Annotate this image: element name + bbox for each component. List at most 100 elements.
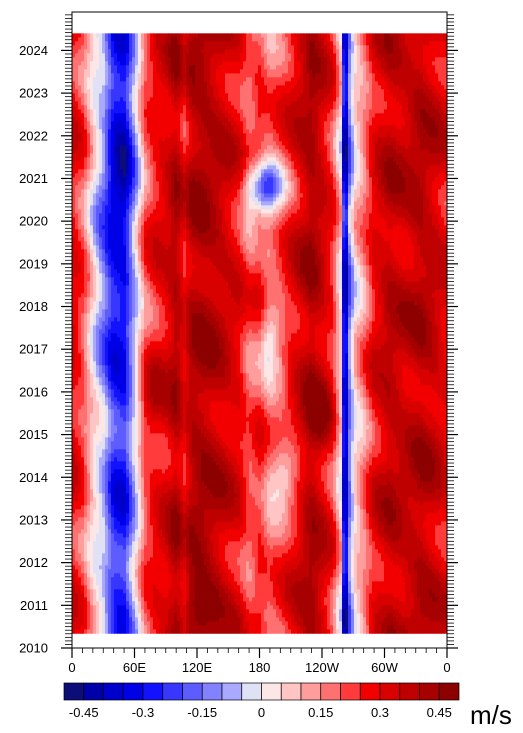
- contour-cell: [297, 85, 301, 90]
- contour-cell: [129, 89, 133, 94]
- contour-cell: [246, 121, 250, 126]
- contour-cell: [75, 137, 79, 142]
- contour-cell: [255, 37, 259, 42]
- contour-cell: [180, 165, 184, 170]
- contour-cell: [174, 89, 178, 94]
- contour-cell: [225, 149, 229, 154]
- contour-cell: [441, 133, 445, 138]
- contour-cell: [375, 81, 379, 86]
- contour-cell: [117, 109, 121, 114]
- contour-cell: [417, 85, 421, 90]
- contour-cell: [273, 81, 277, 86]
- contour-cell: [195, 33, 199, 38]
- contour-cell: [429, 101, 433, 106]
- contour-cell: [303, 93, 307, 98]
- contour-cell: [261, 77, 265, 82]
- contour-cell: [351, 33, 355, 38]
- contour-cell: [327, 137, 331, 142]
- contour-cell: [285, 121, 289, 126]
- contour-cell: [333, 185, 337, 190]
- contour-cell: [99, 65, 103, 70]
- contour-cell: [78, 89, 82, 94]
- contour-cell: [270, 129, 274, 134]
- contour-cell: [438, 69, 442, 74]
- contour-cell: [87, 141, 91, 146]
- contour-cell: [282, 81, 286, 86]
- contour-cell: [165, 149, 169, 154]
- contour-cell: [186, 109, 190, 114]
- contour-cell: [84, 77, 88, 82]
- contour-cell: [177, 81, 181, 86]
- contour-cell: [423, 137, 427, 142]
- contour-cell: [129, 185, 133, 190]
- contour-cell: [291, 45, 295, 50]
- contour-cell: [96, 133, 100, 138]
- contour-cell: [318, 49, 322, 54]
- contour-cell: [372, 53, 376, 58]
- contour-cell: [297, 45, 301, 50]
- contour-cell: [420, 133, 424, 138]
- contour-cell: [231, 105, 235, 110]
- contour-cell: [405, 73, 409, 78]
- contour-cell: [93, 53, 97, 58]
- contour-cell: [189, 41, 193, 46]
- contour-cell: [231, 169, 235, 174]
- contour-cell: [225, 137, 229, 142]
- contour-cell: [195, 121, 199, 126]
- contour-cell: [135, 73, 139, 78]
- contour-cell: [102, 121, 106, 126]
- contour-cell: [162, 89, 166, 94]
- contour-cell: [192, 101, 196, 106]
- contour-cell: [417, 113, 421, 118]
- contour-cell: [384, 149, 388, 154]
- contour-cell: [168, 181, 172, 186]
- contour-cell: [195, 77, 199, 82]
- contour-cell: [360, 185, 364, 190]
- contour-cell: [336, 165, 340, 170]
- contour-cell: [294, 141, 298, 146]
- contour-cell: [396, 137, 400, 142]
- contour-cell: [429, 129, 433, 134]
- contour-cell: [252, 33, 256, 38]
- contour-cell: [192, 61, 196, 66]
- contour-cell: [297, 121, 301, 126]
- contour-cell: [120, 189, 124, 194]
- contour-cell: [252, 145, 256, 150]
- contour-cell: [261, 125, 265, 130]
- contour-cell: [267, 53, 271, 58]
- contour-cell: [363, 101, 367, 106]
- contour-cell: [351, 101, 355, 106]
- contour-cell: [111, 133, 115, 138]
- contour-cell: [258, 121, 262, 126]
- contour-cell: [96, 129, 100, 134]
- contour-cell: [168, 113, 172, 118]
- contour-cell: [153, 81, 157, 86]
- contour-cell: [438, 129, 442, 134]
- contour-cell: [411, 141, 415, 146]
- contour-cell: [78, 189, 82, 194]
- contour-cell: [330, 129, 334, 134]
- contour-cell: [165, 89, 169, 94]
- contour-cell: [318, 181, 322, 186]
- contour-cell: [165, 101, 169, 106]
- contour-cell: [261, 61, 265, 66]
- contour-cell: [435, 145, 439, 150]
- contour-cell: [156, 177, 160, 182]
- contour-cell: [171, 169, 175, 174]
- contour-cell: [285, 153, 289, 158]
- contour-cell: [252, 153, 256, 158]
- contour-cell: [306, 37, 310, 42]
- contour-cell: [90, 145, 94, 150]
- contour-cell: [408, 33, 412, 38]
- contour-cell: [369, 145, 373, 150]
- contour-cell: [270, 57, 274, 62]
- contour-cell: [174, 125, 178, 130]
- contour-cell: [231, 153, 235, 158]
- contour-cell: [162, 149, 166, 154]
- contour-cell: [291, 189, 295, 194]
- contour-cell: [72, 125, 76, 130]
- contour-cell: [342, 105, 346, 110]
- contour-cell: [270, 165, 274, 170]
- contour-cell: [405, 161, 409, 166]
- contour-cell: [165, 69, 169, 74]
